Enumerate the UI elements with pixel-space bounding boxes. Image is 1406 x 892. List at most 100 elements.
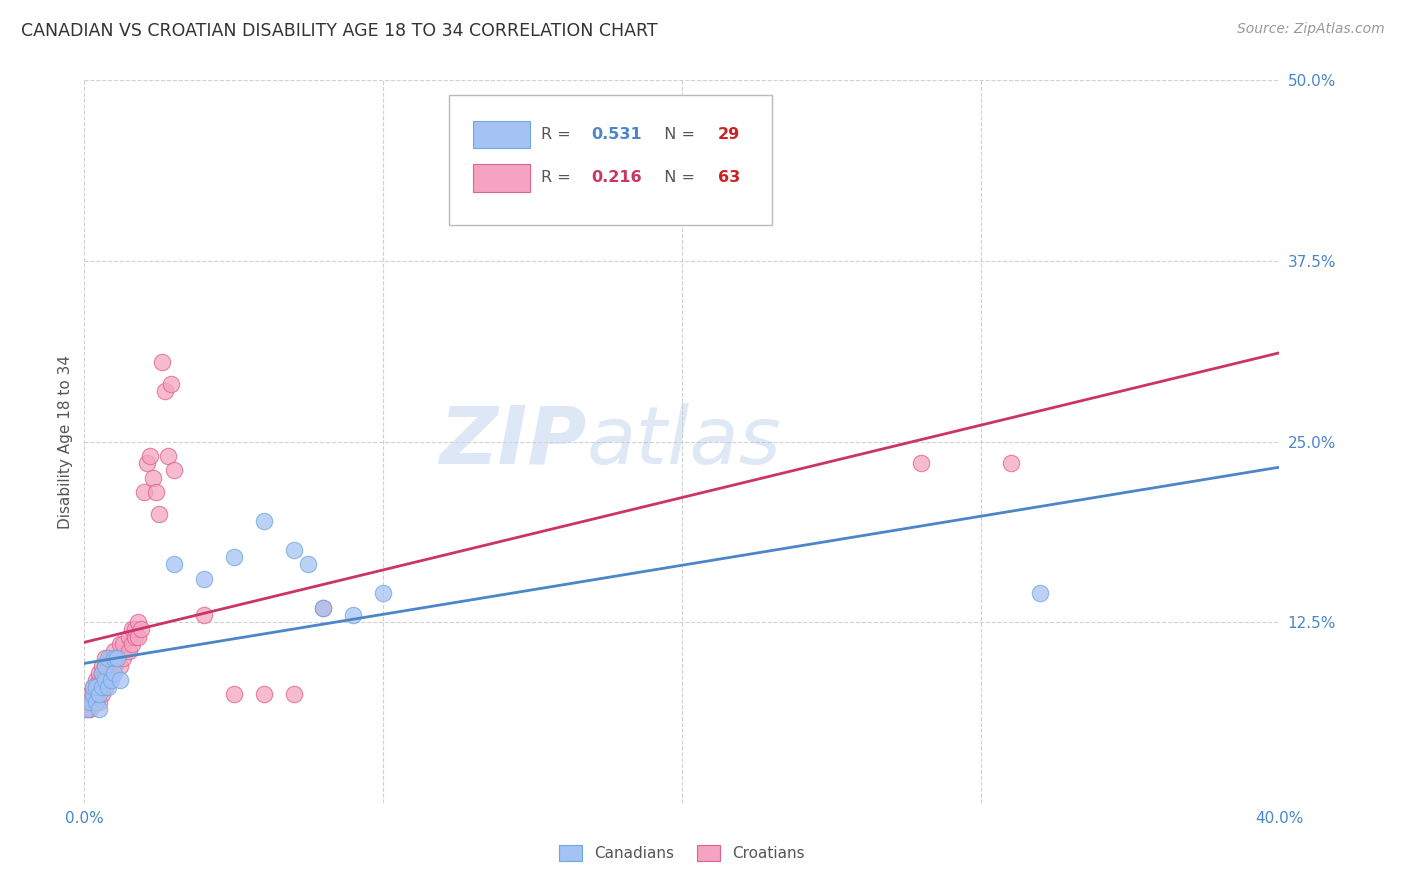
FancyBboxPatch shape	[472, 120, 530, 148]
Point	[253, 514, 276, 528]
FancyBboxPatch shape	[449, 95, 772, 225]
Point	[91, 658, 114, 673]
Text: N =: N =	[654, 170, 700, 186]
Text: R =: R =	[541, 170, 576, 186]
Point	[82, 687, 104, 701]
Text: N =: N =	[654, 127, 700, 142]
Point	[91, 673, 114, 687]
Text: atlas: atlas	[586, 402, 782, 481]
Point	[97, 658, 120, 673]
FancyBboxPatch shape	[472, 164, 530, 192]
Point	[89, 680, 111, 694]
Text: ZIP: ZIP	[439, 402, 586, 481]
Point	[76, 695, 98, 709]
Point	[139, 449, 162, 463]
Point	[86, 687, 108, 701]
Point	[94, 658, 117, 673]
Point	[297, 558, 319, 572]
Point	[100, 651, 122, 665]
Point	[342, 607, 364, 622]
Point	[153, 384, 176, 398]
Point	[79, 702, 101, 716]
Point	[89, 673, 111, 687]
Point	[89, 687, 111, 701]
Point	[79, 687, 101, 701]
Point	[86, 680, 108, 694]
Point	[193, 607, 215, 622]
Point	[105, 651, 128, 665]
Point	[91, 680, 114, 694]
Text: R =: R =	[541, 127, 576, 142]
Point	[76, 702, 98, 716]
Point	[110, 637, 132, 651]
Point	[103, 665, 125, 680]
Point	[86, 673, 108, 687]
Point	[124, 630, 146, 644]
Point	[132, 485, 156, 500]
Point	[193, 572, 215, 586]
Point	[103, 658, 125, 673]
Point	[82, 680, 104, 694]
Point	[312, 600, 335, 615]
Point	[253, 687, 276, 701]
Point	[145, 485, 167, 500]
Point	[97, 651, 120, 665]
Point	[94, 658, 117, 673]
Point	[283, 687, 305, 701]
Point	[79, 695, 101, 709]
Point	[112, 651, 135, 665]
Y-axis label: Disability Age 18 to 34: Disability Age 18 to 34	[58, 354, 73, 529]
Point	[129, 623, 152, 637]
Text: Source: ZipAtlas.com: Source: ZipAtlas.com	[1237, 22, 1385, 37]
Point	[103, 651, 125, 665]
Point	[157, 449, 180, 463]
Point	[127, 615, 149, 630]
Point	[91, 665, 114, 680]
Point	[121, 623, 143, 637]
Point	[283, 542, 305, 557]
Text: CANADIAN VS CROATIAN DISABILITY AGE 18 TO 34 CORRELATION CHART: CANADIAN VS CROATIAN DISABILITY AGE 18 T…	[21, 22, 658, 40]
Point	[142, 470, 165, 484]
Point	[100, 665, 122, 680]
Point	[91, 665, 114, 680]
Point	[118, 644, 141, 658]
Point	[97, 673, 120, 687]
Point	[163, 463, 186, 477]
Point	[136, 456, 159, 470]
Point	[94, 651, 117, 665]
Point	[86, 695, 108, 709]
Point	[82, 680, 104, 694]
Point	[312, 600, 335, 615]
Point	[163, 558, 186, 572]
Point	[89, 695, 111, 709]
Point	[160, 376, 183, 391]
Point	[112, 637, 135, 651]
Point	[222, 687, 245, 701]
Point	[118, 630, 141, 644]
Text: 0.531: 0.531	[591, 127, 641, 142]
Point	[103, 644, 125, 658]
Point	[124, 623, 146, 637]
Point	[110, 673, 132, 687]
Point	[110, 658, 132, 673]
Point	[105, 651, 128, 665]
Point	[79, 695, 101, 709]
Point	[1000, 456, 1022, 470]
Point	[100, 673, 122, 687]
Point	[94, 680, 117, 694]
Text: 0.216: 0.216	[591, 170, 641, 186]
Point	[89, 665, 111, 680]
Point	[76, 702, 98, 716]
Point	[910, 456, 932, 470]
Point	[94, 673, 117, 687]
Point	[97, 680, 120, 694]
Text: 29: 29	[718, 127, 740, 142]
Text: 63: 63	[718, 170, 740, 186]
Point	[373, 586, 395, 600]
Point	[150, 355, 173, 369]
Point	[222, 550, 245, 565]
Point	[1029, 586, 1052, 600]
Point	[89, 702, 111, 716]
Point	[91, 687, 114, 701]
Point	[82, 687, 104, 701]
